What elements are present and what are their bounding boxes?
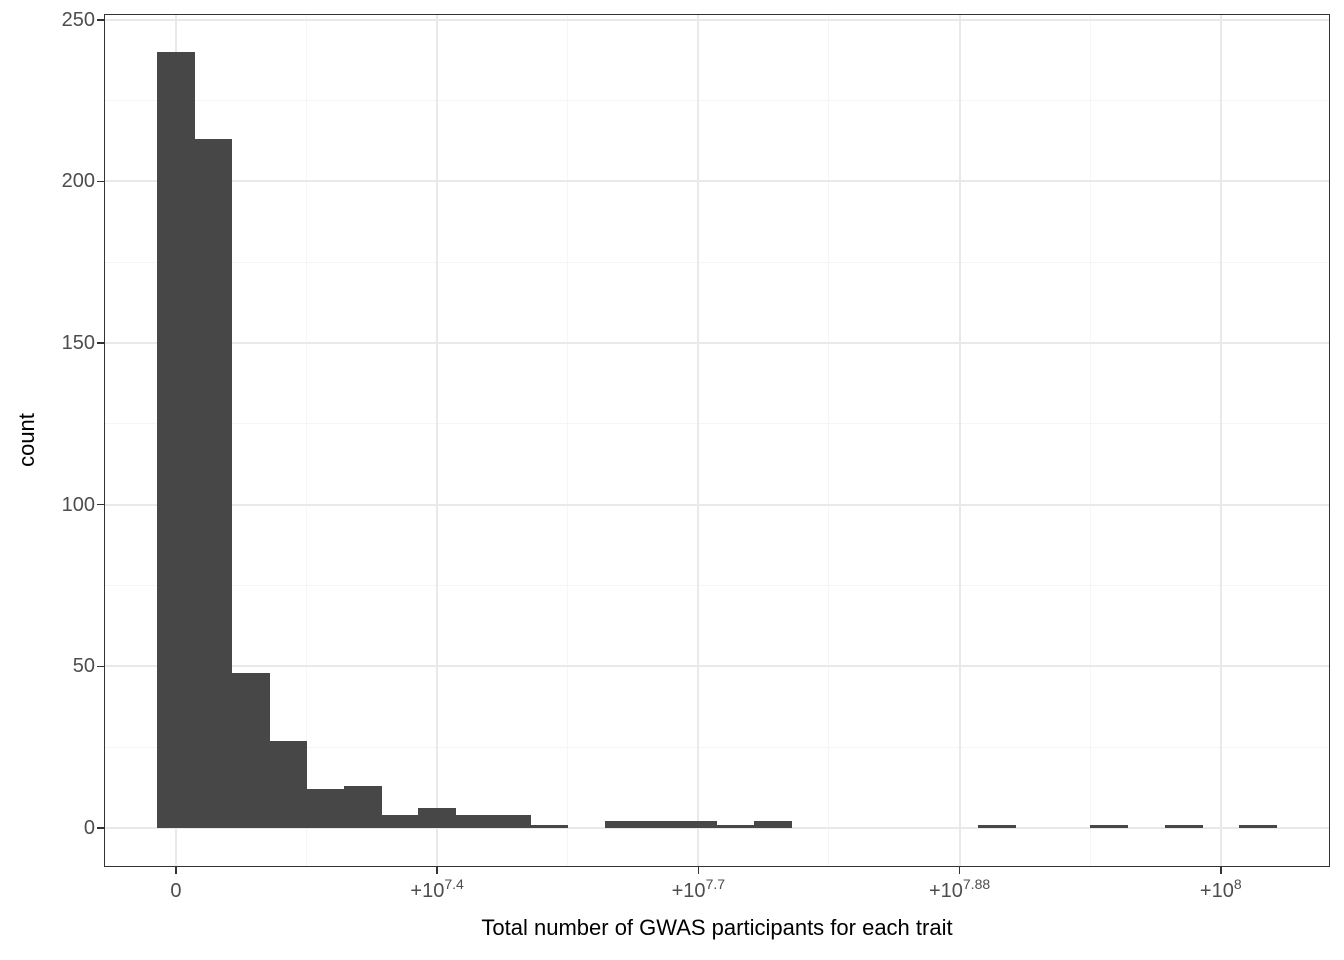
grid-major-horizontal <box>105 18 1329 21</box>
x-tick-label: +107.88 <box>890 876 1030 906</box>
x-tick-mark <box>1220 866 1222 874</box>
plot-panel <box>105 15 1329 866</box>
histogram-bar <box>679 821 718 828</box>
x-tick-label: 0 <box>106 876 246 906</box>
grid-minor-vertical <box>828 15 830 866</box>
x-tick-label: +107.4 <box>367 876 507 906</box>
x-tick-superscript: 7.88 <box>962 876 991 892</box>
histogram-bar <box>493 814 531 828</box>
histogram-bar <box>530 824 569 828</box>
grid-minor-horizontal <box>105 746 1329 748</box>
histogram-bar <box>754 821 793 828</box>
y-tick-mark <box>97 342 105 344</box>
grid-minor-vertical <box>567 15 569 866</box>
y-tick-label: 150 <box>61 332 95 355</box>
x-tick-mark <box>958 866 961 874</box>
y-tick-label: 250 <box>61 8 95 31</box>
grid-minor-horizontal <box>105 100 1329 102</box>
grid-major-horizontal <box>105 342 1329 345</box>
grid-major-horizontal <box>105 665 1329 668</box>
y-axis-title: count <box>14 413 39 467</box>
histogram-bar <box>306 789 345 828</box>
grid-major-horizontal <box>105 503 1329 506</box>
y-tick-label: 0 <box>83 816 95 839</box>
histogram-bar <box>231 672 270 828</box>
x-tick-mark <box>697 866 700 874</box>
grid-major-vertical <box>958 15 961 866</box>
histogram-bar <box>418 808 457 828</box>
x-tick-base: +10 <box>1199 880 1234 902</box>
histogram-bar <box>343 785 382 828</box>
x-tick-base: +10 <box>671 880 706 902</box>
histogram-bar <box>194 139 233 828</box>
y-tick-mark <box>97 827 105 829</box>
histogram-bar <box>269 740 307 828</box>
histogram-bar <box>1090 824 1128 828</box>
histogram-bar <box>717 824 755 828</box>
x-tick-superscript: 7.7 <box>705 876 726 892</box>
y-tick-label: 200 <box>61 170 95 193</box>
y-tick-mark <box>97 180 105 183</box>
histogram-bar <box>1164 824 1203 828</box>
grid-minor-horizontal <box>105 423 1329 425</box>
x-tick-superscript: 8 <box>1233 876 1242 892</box>
x-tick-mark <box>175 866 177 874</box>
x-tick-mark <box>436 866 438 874</box>
grid-minor-horizontal <box>105 261 1329 263</box>
histogram-bar <box>157 52 195 828</box>
histogram-bar <box>381 814 419 828</box>
grid-major-vertical <box>697 15 700 866</box>
x-tick-superscript: 7.4 <box>444 876 464 892</box>
grid-major-horizontal <box>105 826 1329 829</box>
x-tick-label: +108 <box>1151 876 1291 906</box>
histogram-bar <box>605 821 643 828</box>
grid-minor-vertical <box>306 15 307 866</box>
y-tick-mark <box>97 665 105 667</box>
y-tick-mark <box>97 503 105 506</box>
grid-major-horizontal <box>105 180 1329 183</box>
grid-minor-horizontal <box>105 584 1329 586</box>
grid-minor-vertical <box>1089 15 1091 866</box>
y-tick-mark <box>97 19 105 21</box>
histogram-bar <box>978 824 1016 828</box>
x-tick-base: +10 <box>928 880 963 902</box>
grid-major-vertical <box>1219 15 1222 866</box>
x-tick-label: +107.7 <box>628 876 768 906</box>
x-tick-base: 0 <box>170 880 182 902</box>
histogram-bar <box>642 821 681 828</box>
grid-major-vertical <box>436 15 439 866</box>
x-tick-base: +10 <box>410 880 445 902</box>
y-tick-label: 50 <box>72 655 95 678</box>
histogram-bar <box>455 814 494 828</box>
y-tick-label: 100 <box>61 493 95 516</box>
histogram-bar <box>1239 824 1278 828</box>
x-axis-title: Total number of GWAS participants for ea… <box>481 915 953 940</box>
